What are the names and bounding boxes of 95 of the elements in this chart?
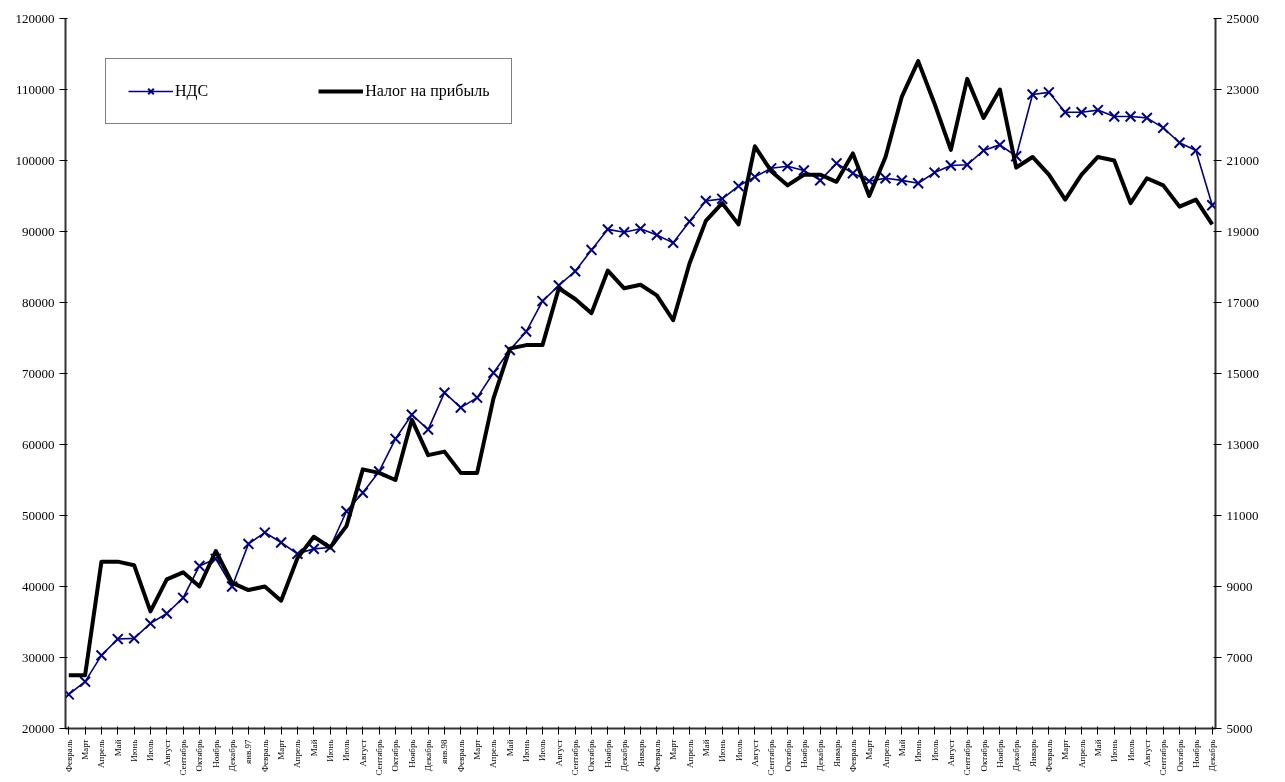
x-tick-label: Октябрь bbox=[1174, 739, 1185, 772]
x-tick-label: Октябрь bbox=[586, 739, 597, 772]
y2-tick-label: 21000 bbox=[1226, 152, 1259, 168]
x-tick-label: Февраль bbox=[1043, 739, 1054, 773]
y2-tick-label: 19000 bbox=[1226, 223, 1259, 239]
x-tick-label: янв.98 bbox=[439, 739, 450, 764]
x-tick-label: Август bbox=[357, 739, 368, 767]
x-tick-label: Апрель bbox=[684, 739, 695, 768]
x-tick-label: Май bbox=[504, 739, 515, 757]
x-tick-label: Декабрь bbox=[1011, 739, 1022, 772]
x-tick-label: Март bbox=[668, 739, 679, 760]
y-tick-label: 60000 bbox=[22, 436, 55, 452]
y2-tick-label: 9000 bbox=[1226, 578, 1253, 594]
x-tick-label: Ноябрь bbox=[1190, 739, 1201, 768]
y-tick-label: 40000 bbox=[22, 578, 55, 594]
x-tick-label: Октябрь bbox=[194, 739, 205, 772]
legend-label: Налог на прибыль bbox=[365, 82, 490, 100]
x-tick-label: Сентябрь bbox=[570, 739, 581, 776]
y2-tick-label: 17000 bbox=[1226, 294, 1259, 310]
x-tick-label: Июль bbox=[733, 739, 744, 762]
y2-tick-label: 23000 bbox=[1226, 81, 1259, 97]
x-tick-label: янв.97 bbox=[243, 739, 254, 764]
x-tick-label: Февраль bbox=[259, 739, 270, 773]
x-tick-label: Декабрь bbox=[619, 739, 630, 772]
x-tick-label: Сентябрь bbox=[962, 739, 973, 776]
y-tick-label: 20000 bbox=[22, 720, 55, 736]
x-tick-label: Апрель bbox=[292, 739, 303, 768]
x-tick-label: Октябрь bbox=[390, 739, 401, 772]
y-tick-label: 100000 bbox=[15, 152, 55, 168]
x-tick-label: Май bbox=[896, 739, 907, 757]
x-tick-label: Июль bbox=[537, 739, 548, 762]
x-tick-label: Март bbox=[472, 739, 483, 760]
x-tick-label: Июнь bbox=[1109, 739, 1120, 762]
x-tick-label: Ноябрь bbox=[602, 739, 613, 768]
legend-label: НДС bbox=[175, 82, 209, 100]
x-tick-label: Февраль bbox=[63, 739, 74, 773]
y-tick-label: 90000 bbox=[22, 223, 55, 239]
y-tick-label: 110000 bbox=[15, 81, 55, 97]
x-tick-label: Декабрь bbox=[423, 739, 434, 772]
y-tick-label: 120000 bbox=[15, 10, 55, 26]
x-tick-label: Май bbox=[700, 739, 711, 757]
x-tick-label: Октябрь bbox=[978, 739, 989, 772]
x-tick-label: Сентябрь bbox=[374, 739, 385, 776]
y-tick-label: 70000 bbox=[22, 365, 55, 381]
x-tick-label: Апрель bbox=[96, 739, 107, 768]
x-tick-label: Июнь bbox=[521, 739, 532, 762]
x-tick-label: Октябрь bbox=[782, 739, 793, 772]
y-tick-label: 30000 bbox=[22, 649, 55, 665]
x-tick-label: Апрель bbox=[488, 739, 499, 768]
x-tick-label: Декабрь bbox=[227, 739, 238, 772]
x-tick-label: Август bbox=[749, 739, 760, 767]
x-tick-label: Январь bbox=[1027, 739, 1038, 768]
x-tick-label: Июнь bbox=[325, 739, 336, 762]
x-tick-label: Ноябрь bbox=[798, 739, 809, 768]
x-tick-label: Май bbox=[1092, 739, 1103, 757]
x-tick-label: Июль bbox=[341, 739, 352, 762]
x-tick-label: Февраль bbox=[847, 739, 858, 773]
x-tick-label: Сентябрь bbox=[178, 739, 189, 776]
x-tick-label: Январь bbox=[831, 739, 842, 768]
y-tick-label: 50000 bbox=[22, 507, 55, 523]
y2-tick-label: 13000 bbox=[1226, 436, 1259, 452]
y2-tick-label: 7000 bbox=[1226, 649, 1253, 665]
x-tick-label: Декабрь bbox=[1207, 739, 1218, 772]
x-tick-label: Июнь bbox=[717, 739, 728, 762]
x-tick-label: Январь bbox=[635, 739, 646, 768]
x-tick-label: Ноябрь bbox=[210, 739, 221, 768]
y2-tick-label: 5000 bbox=[1226, 720, 1253, 736]
x-tick-label: Июль bbox=[1125, 739, 1136, 762]
x-tick-label: Август bbox=[1141, 739, 1152, 767]
x-tick-label: Март bbox=[276, 739, 287, 760]
x-tick-label: Сентябрь bbox=[766, 739, 777, 776]
x-tick-label: Июнь bbox=[913, 739, 924, 762]
x-tick-label: Июль bbox=[929, 739, 940, 762]
x-tick-label: Май bbox=[112, 739, 123, 757]
x-tick-label: Июль bbox=[145, 739, 156, 762]
x-tick-label: Март bbox=[80, 739, 91, 760]
x-tick-label: Май bbox=[308, 739, 319, 757]
x-tick-label: Август bbox=[553, 739, 564, 767]
x-tick-label: Апрель bbox=[1076, 739, 1087, 768]
y2-tick-label: 25000 bbox=[1226, 10, 1259, 26]
x-tick-label: Сентябрь bbox=[1158, 739, 1169, 776]
x-tick-label: Февраль bbox=[651, 739, 662, 773]
y-tick-label: 80000 bbox=[22, 294, 55, 310]
x-tick-label: Ноябрь bbox=[994, 739, 1005, 768]
x-tick-label: Март bbox=[864, 739, 875, 760]
x-tick-label: Август bbox=[161, 739, 172, 767]
x-tick-label: Апрель bbox=[880, 739, 891, 768]
x-tick-label: Февраль bbox=[455, 739, 466, 773]
x-tick-label: Март bbox=[1060, 739, 1071, 760]
x-tick-label: Август bbox=[945, 739, 956, 767]
y2-tick-label: 15000 bbox=[1226, 365, 1259, 381]
x-tick-label: Ноябрь bbox=[406, 739, 417, 768]
x-tick-label: Июнь bbox=[129, 739, 140, 762]
y2-tick-label: 11000 bbox=[1226, 507, 1259, 523]
x-tick-label: Декабрь bbox=[815, 739, 826, 772]
